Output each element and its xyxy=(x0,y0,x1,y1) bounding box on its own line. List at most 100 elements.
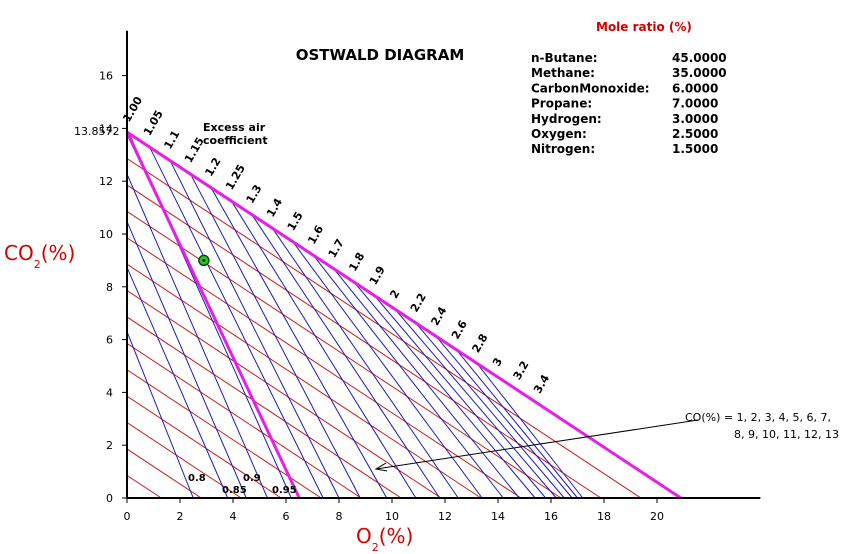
co2-max-label: 13.8572 xyxy=(74,125,120,138)
co-line xyxy=(126,263,482,499)
excess-air-line xyxy=(126,331,194,499)
excess-air-line xyxy=(271,227,459,499)
y-tick-label: 16 xyxy=(99,70,113,83)
x-tick-label: 16 xyxy=(544,510,558,523)
x-tick-label: 6 xyxy=(283,510,290,523)
excess-air-value-label: 1.25 xyxy=(223,162,248,192)
chart-title: OSTWALD DIAGRAM xyxy=(296,46,465,64)
excess-air-value-label: 2.8 xyxy=(470,332,491,355)
co-line xyxy=(126,290,442,499)
excess-air-line xyxy=(455,349,578,499)
y-tick-label: 14 xyxy=(99,122,113,135)
co-line xyxy=(126,395,282,499)
excess-air-line xyxy=(415,322,565,499)
y-tick-label: 6 xyxy=(106,334,113,347)
y-tick-label: 0 xyxy=(106,492,113,505)
mole-ratio-name: Propane: xyxy=(531,97,592,111)
y-axis-label: CO2(%) xyxy=(4,241,75,271)
excess-air-line xyxy=(333,268,520,499)
excess-air-value-label: 2.2 xyxy=(408,291,429,314)
excess-air-value-label: 1.5 xyxy=(285,210,306,233)
co-line xyxy=(126,237,522,499)
excess-air-line xyxy=(374,295,547,499)
co-annotation-arrowhead xyxy=(374,462,388,472)
co-annotation-line2: 8, 9, 10, 11, 12, 13 xyxy=(734,428,839,441)
excess-air-value-label: 1.7 xyxy=(326,237,347,260)
co-annotation-line1: CO(%) = 1, 2, 3, 4, 5, 6, 7, xyxy=(685,411,831,424)
excess-air-line xyxy=(353,281,536,499)
excess-air-value-label: 3.2 xyxy=(511,359,532,382)
excess-air-line xyxy=(251,214,441,499)
co-line xyxy=(126,448,202,499)
excess-air-value-label: 2.4 xyxy=(428,304,449,328)
magenta-line xyxy=(125,131,301,499)
excess-air-value-label: 3.4 xyxy=(531,372,552,396)
co-line xyxy=(126,184,602,499)
x-tick-label: 8 xyxy=(336,510,343,523)
mole-ratio-value: 7.0000 xyxy=(672,97,718,111)
low-lambda-label: 0.9 xyxy=(243,473,261,484)
mole-ratio-table: n-Butane: 45.0000 Methane: 35.0000 CarbonMon… xyxy=(531,51,727,156)
excess-air-value-label: 1.3 xyxy=(244,182,265,205)
x-tick-label: 20 xyxy=(650,510,664,523)
excess-air-line xyxy=(312,254,504,499)
excess-air-value-label: 1.1 xyxy=(161,128,182,151)
co-line xyxy=(126,342,362,499)
excess-air-value-label: 1.00 xyxy=(120,94,145,124)
mole-ratio-name: Hydrogen: xyxy=(531,112,602,126)
excess-air-line xyxy=(231,200,417,499)
excess-air-line xyxy=(126,267,229,499)
excess-air-line xyxy=(435,335,573,499)
measurement-point-center xyxy=(202,258,206,262)
excess-air-value-label: 1.6 xyxy=(305,223,326,247)
x-tick-label: 4 xyxy=(230,510,237,523)
x-axis-label: O2(%) xyxy=(356,524,413,554)
y-tick-label: 4 xyxy=(106,386,113,399)
mole-ratio-name: Nitrogen: xyxy=(531,142,595,156)
x-tick-label: 12 xyxy=(438,510,452,523)
mole-ratio-name: n-Butane: xyxy=(531,51,598,65)
co-line xyxy=(126,210,562,499)
mole-ratio-value: 35.0000 xyxy=(672,66,727,80)
x-tick-label: 2 xyxy=(177,510,184,523)
excess-air-line xyxy=(292,241,483,499)
mole-ratio-name: Oxygen: xyxy=(531,127,587,141)
excess-air-line xyxy=(126,173,268,499)
low-lambda-label: 0.85 xyxy=(222,485,247,496)
excess-air-line xyxy=(394,308,557,499)
mole-ratio-value: 2.5000 xyxy=(672,127,718,141)
mole-ratio-name: CarbonMonoxide: xyxy=(531,81,650,95)
mole-ratio-title: Mole ratio (%) xyxy=(596,20,692,34)
y-tick-label: 12 xyxy=(99,175,113,188)
co-annotation-pointer xyxy=(375,419,699,470)
excess-air-value-label: 3 xyxy=(490,355,505,368)
co-line xyxy=(126,316,402,499)
axis-ticks: 0 2 4 6 8 10 12 14 16 18 20 0 2 4 6 8 10 12 14 16 xyxy=(99,70,664,523)
mole-ratio-value: 45.0000 xyxy=(672,51,727,65)
mole-ratio-name: Methane: xyxy=(531,66,595,80)
excess-air-value-label: 1.9 xyxy=(367,264,388,287)
excess-air-label-line1: Excess air xyxy=(203,121,266,134)
excess-air-line xyxy=(169,160,340,499)
co-line xyxy=(126,369,322,499)
low-lambda-label: 0.95 xyxy=(272,485,297,496)
x-tick-label: 14 xyxy=(491,510,505,523)
excess-air-value-label: 1.05 xyxy=(141,108,166,138)
y-tick-label: 8 xyxy=(106,281,113,294)
mole-ratio-value: 3.0000 xyxy=(672,112,718,126)
diagram-lines xyxy=(125,130,682,500)
x-tick-label: 10 xyxy=(385,510,399,523)
x-tick-label: 18 xyxy=(597,510,611,523)
excess-air-value-label: 2 xyxy=(387,288,402,301)
y-tick-label: 2 xyxy=(106,439,113,452)
excess-air-line xyxy=(476,362,584,499)
excess-air-value-label: 1.4 xyxy=(264,196,285,220)
mole-ratio-value: 6.0000 xyxy=(672,81,718,95)
excess-air-line xyxy=(210,187,388,499)
excess-air-value-label: 1.8 xyxy=(346,250,367,273)
excess-air-value-label: 2.6 xyxy=(449,318,470,342)
excess-air-line xyxy=(126,221,247,499)
excess-air-label-line2: coefficient xyxy=(203,134,268,147)
mole-ratio-value: 1.5000 xyxy=(672,142,718,156)
